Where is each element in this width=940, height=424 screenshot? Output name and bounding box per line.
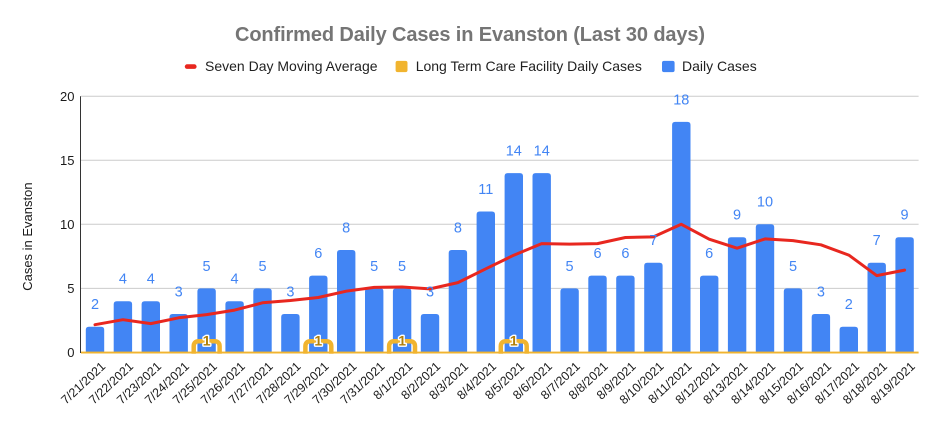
- svg-text:8: 8: [454, 220, 462, 236]
- svg-text:Daily Cases: Daily Cases: [682, 58, 757, 74]
- svg-text:1: 1: [203, 332, 211, 348]
- svg-text:5: 5: [67, 281, 74, 296]
- svg-text:8: 8: [342, 220, 350, 236]
- svg-text:2: 2: [845, 297, 853, 313]
- svg-text:Confirmed Daily Cases in Evans: Confirmed Daily Cases in Evanston (Last …: [235, 24, 705, 46]
- svg-text:6: 6: [593, 246, 601, 262]
- svg-text:Cases in Evanston: Cases in Evanston: [20, 182, 35, 290]
- svg-text:20: 20: [60, 89, 74, 104]
- svg-text:0: 0: [67, 345, 74, 360]
- svg-text:6: 6: [705, 246, 713, 262]
- svg-text:6: 6: [314, 246, 322, 262]
- svg-text:11: 11: [478, 182, 493, 198]
- svg-text:9: 9: [901, 208, 909, 224]
- svg-text:9: 9: [733, 208, 741, 224]
- svg-text:14: 14: [534, 144, 550, 160]
- svg-text:7: 7: [649, 233, 657, 249]
- svg-text:5: 5: [258, 259, 266, 275]
- svg-text:1: 1: [510, 332, 518, 348]
- svg-text:Long Term Care Facility Daily: Long Term Care Facility Daily Cases: [416, 58, 642, 74]
- svg-text:1: 1: [398, 332, 406, 348]
- svg-text:5: 5: [370, 259, 378, 275]
- svg-text:3: 3: [426, 284, 434, 300]
- svg-text:Seven Day Moving Average: Seven Day Moving Average: [205, 58, 378, 74]
- svg-text:10: 10: [757, 195, 773, 211]
- svg-text:10: 10: [60, 217, 74, 232]
- svg-text:5: 5: [203, 259, 211, 275]
- svg-text:5: 5: [789, 259, 797, 275]
- svg-text:3: 3: [175, 284, 183, 300]
- svg-text:3: 3: [817, 284, 825, 300]
- svg-text:5: 5: [566, 259, 574, 275]
- svg-text:3: 3: [286, 284, 294, 300]
- svg-text:4: 4: [147, 272, 155, 288]
- svg-text:4: 4: [231, 272, 239, 288]
- svg-text:4: 4: [119, 272, 127, 288]
- svg-text:7: 7: [873, 233, 881, 249]
- svg-text:1: 1: [314, 332, 322, 348]
- svg-text:5: 5: [398, 259, 406, 275]
- svg-text:14: 14: [506, 144, 522, 160]
- svg-text:6: 6: [621, 246, 629, 262]
- svg-text:2: 2: [91, 297, 99, 313]
- svg-text:18: 18: [673, 92, 689, 108]
- svg-text:15: 15: [60, 153, 74, 168]
